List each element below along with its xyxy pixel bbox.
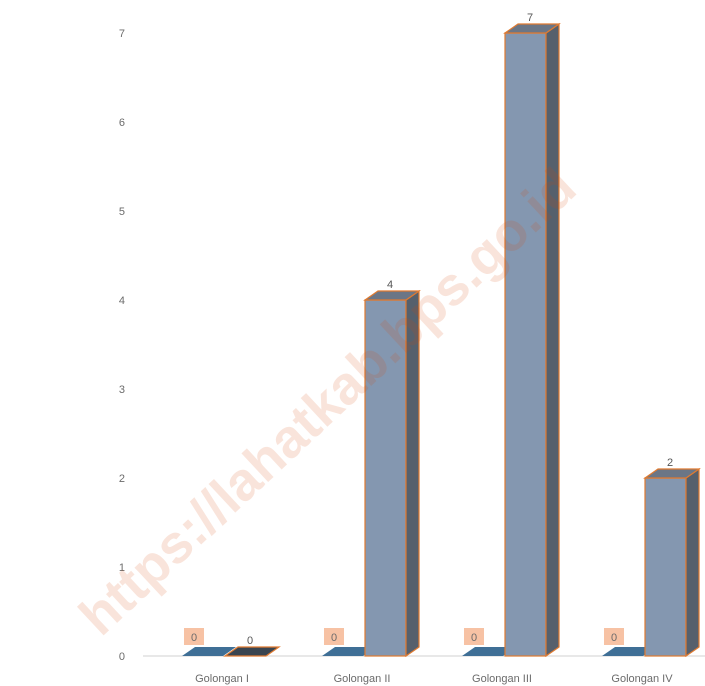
y-tick-label: 5: [119, 206, 125, 218]
y-tick-label: 6: [119, 117, 125, 129]
data-label-bg: [324, 628, 344, 645]
x-category-label: Golongan III: [472, 673, 532, 685]
bar-series1: [182, 647, 236, 656]
data-label-series1: 0: [331, 632, 337, 644]
data-label-series2: 7: [527, 12, 533, 24]
bar-series1: [462, 647, 516, 656]
bar-series2: [223, 646, 281, 657]
bar-series2: [504, 32, 547, 657]
bar-series1: [602, 647, 656, 656]
y-tick-label: 7: [119, 28, 125, 40]
bars-layer: [182, 22, 701, 658]
y-tick-label: 1: [119, 562, 125, 574]
bar-series1: [322, 647, 376, 656]
data-label-bg: [464, 628, 484, 645]
bar-series2-side: [545, 22, 560, 658]
data-label-series2: 0: [247, 635, 253, 647]
bar-series2-side: [685, 467, 700, 658]
bar-series2-top: [643, 468, 701, 479]
bar-series2-top: [503, 23, 561, 34]
data-label-bg: [604, 628, 624, 645]
axis-layer: 0 1 2 3 4 5 6 7 Golongan I Golongan II Golongan II…: [119, 28, 705, 685]
bar-series2: [644, 477, 687, 657]
y-tick-label: 2: [119, 473, 125, 485]
data-label-series1: 0: [471, 632, 477, 644]
data-label-series2: 2: [667, 457, 673, 469]
y-tick-label: 3: [119, 384, 125, 396]
x-category-label: Golongan IV: [611, 673, 673, 685]
data-label-series2: 4: [387, 279, 393, 291]
data-label-bg: [184, 628, 204, 645]
y-tick-label: 0: [119, 651, 125, 663]
bar-series2-top: [363, 290, 421, 301]
data-label-series1: 0: [191, 632, 197, 644]
labels-layer: 0 0 0 4 0 7 0 2: [184, 12, 673, 647]
x-category-label: Golongan I: [195, 673, 249, 685]
y-tick-label: 4: [119, 295, 125, 307]
x-category-label: Golongan II: [334, 673, 391, 685]
data-label-series1: 0: [611, 632, 617, 644]
